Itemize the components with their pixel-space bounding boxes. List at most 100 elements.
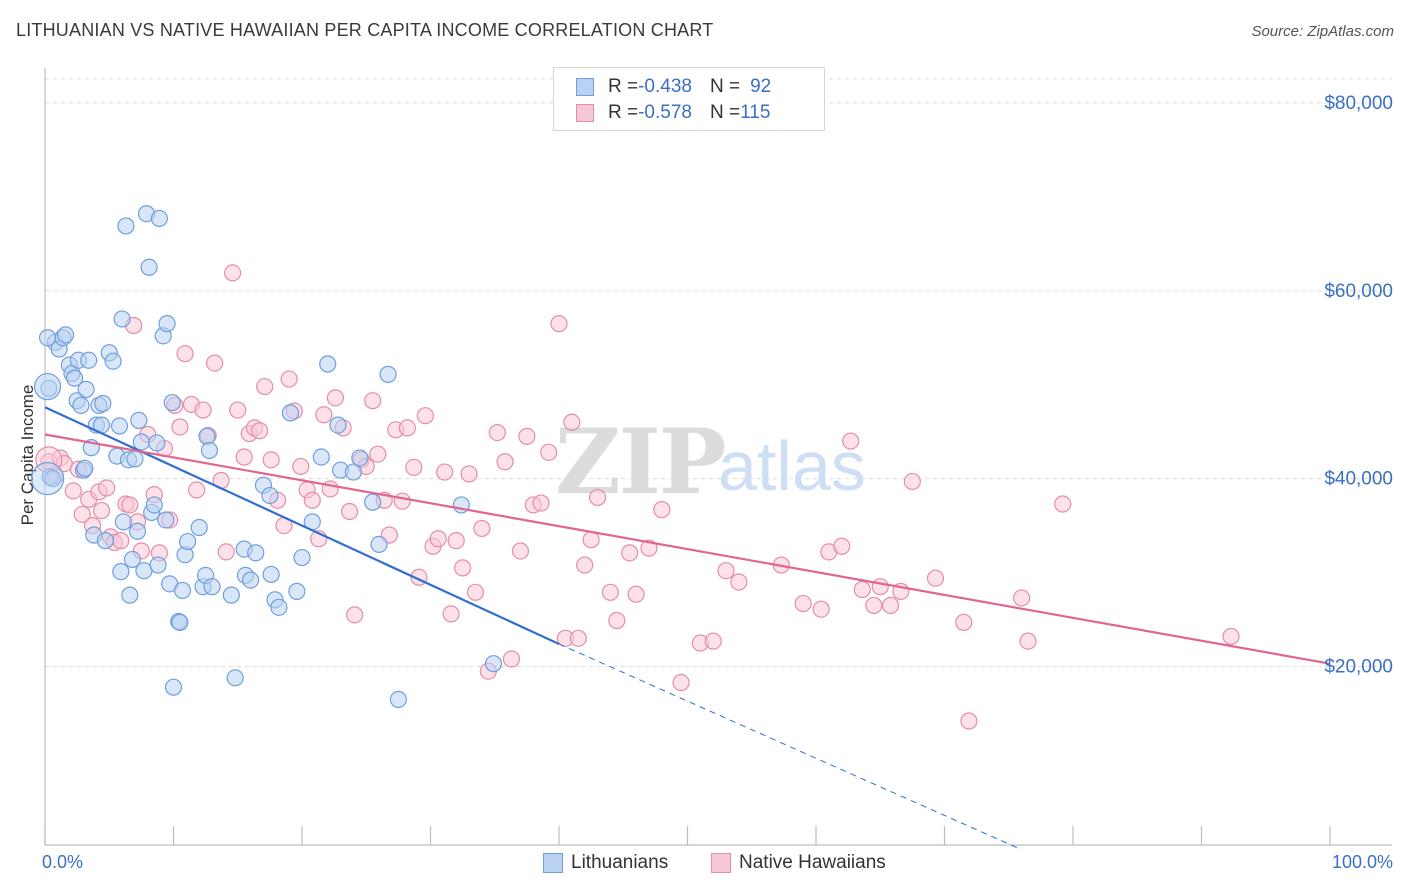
source-note: Source: ZipAtlas.com — [1251, 23, 1394, 40]
data-point-lithuanians — [319, 355, 337, 373]
data-point-native-hawaiians — [364, 392, 382, 410]
x-tick-label-max: 100.0% — [1331, 852, 1393, 872]
data-point-lithuanians — [76, 459, 94, 477]
data-point-lithuanians — [163, 393, 181, 412]
y-tick-labels: $80,000 $60,000 $40,000 $20,000 — [1324, 93, 1393, 678]
stats-legend: R = -0.438 N = 92 R = -0.578 N = 115 — [553, 67, 825, 131]
data-point-native-hawaiians — [1012, 589, 1031, 607]
trend-line-lithuanians-extrapolated — [558, 643, 1022, 851]
legend-n-label: N = — [709, 76, 741, 97]
data-point-native-hawaiians — [393, 492, 411, 510]
data-point-lithuanians — [132, 433, 150, 451]
data-point-native-hawaiians — [502, 650, 521, 668]
data-point-native-hawaiians — [262, 451, 280, 469]
data-point-native-hawaiians — [1054, 495, 1072, 513]
data-point-lithuanians — [270, 598, 288, 616]
legend-n-value: 92 — [750, 76, 772, 97]
data-point-lithuanians — [94, 394, 112, 413]
data-point-native-hawaiians — [903, 472, 921, 491]
data-point-lithuanians — [222, 586, 240, 604]
data-point-lithuanians — [158, 315, 176, 333]
data-point-native-hawaiians — [340, 502, 359, 521]
data-point-native-hawaiians — [488, 424, 506, 442]
data-point-native-hawaiians — [865, 596, 883, 615]
data-point-native-hawaiians — [608, 611, 626, 630]
data-point-lithuanians — [65, 369, 84, 387]
data-point-native-hawaiians — [442, 605, 460, 623]
data-point-native-hawaiians — [672, 673, 690, 692]
data-point-lithuanians — [72, 396, 90, 414]
watermark-zip: ZIP — [555, 409, 725, 515]
data-point-native-hawaiians — [98, 479, 116, 497]
data-point-native-hawaiians — [466, 583, 485, 601]
y-tick-label: $40,000 — [1324, 469, 1393, 490]
data-point-native-hawaiians — [960, 712, 978, 730]
legend-n-value: 115 — [740, 102, 771, 123]
data-point-native-hawaiians — [121, 496, 139, 514]
data-point-lithuanians — [104, 352, 122, 370]
data-point-lithuanians-large — [33, 372, 62, 401]
data-point-lithuanians — [293, 548, 311, 567]
data-point-native-hawaiians — [730, 573, 748, 591]
data-point-native-hawaiians — [621, 544, 639, 562]
data-point-lithuanians — [77, 380, 95, 398]
data-point-native-hawaiians — [518, 427, 536, 445]
data-point-native-hawaiians — [576, 556, 594, 574]
data-point-native-hawaiians — [176, 345, 194, 363]
data-point-native-hawaiians — [653, 501, 671, 519]
data-point-lithuanians — [173, 581, 192, 600]
data-point-lithuanians — [364, 493, 382, 511]
data-point-native-hawaiians — [460, 465, 478, 483]
legend-row-lithuanians: R = -0.438 N = 92 — [576, 75, 771, 99]
watermark: ZIP atlas — [555, 409, 866, 515]
data-point-lithuanians — [179, 532, 197, 551]
data-point-lithuanians — [389, 690, 407, 708]
data-point-native-hawaiians — [532, 494, 550, 512]
legend-swatch-native-hawaiians — [711, 853, 731, 873]
data-point-lithuanians — [44, 470, 62, 488]
data-point-lithuanians — [329, 416, 347, 434]
legend-swatch-lithuanians — [543, 853, 563, 873]
data-point-lithuanians — [56, 326, 75, 344]
data-point-native-hawaiians — [217, 543, 235, 561]
data-point-native-hawaiians — [206, 354, 224, 372]
data-point-native-hawaiians — [369, 445, 387, 463]
legend-r-label: R = — [608, 102, 639, 123]
data-point-native-hawaiians — [540, 443, 558, 461]
data-point-native-hawaiians — [1222, 627, 1240, 646]
data-point-native-hawaiians — [326, 389, 345, 407]
legend-label-native-hawaiians: Native Hawaiians — [739, 852, 886, 873]
data-point-native-hawaiians — [188, 481, 206, 499]
data-point-native-hawaiians — [833, 537, 851, 555]
data-point-native-hawaiians — [601, 583, 620, 601]
data-point-lithuanians — [242, 571, 260, 589]
data-point-lithuanians — [148, 434, 166, 452]
data-point-lithuanians — [351, 449, 369, 467]
data-point-native-hawaiians — [398, 419, 416, 437]
data-point-lithuanians — [114, 513, 132, 531]
legend-r-label: R = — [608, 76, 639, 97]
data-point-lithuanians — [145, 496, 163, 514]
data-point-lithuanians — [38, 329, 57, 347]
trend-lines — [44, 406, 1331, 851]
data-point-lithuanians — [190, 518, 208, 537]
watermark-atlas: atlas — [718, 427, 866, 505]
data-point-native-hawaiians — [112, 532, 130, 550]
data-point-native-hawaiians — [511, 542, 530, 560]
data-point-lithuanians — [126, 450, 144, 468]
data-point-lithuanians — [112, 563, 130, 581]
data-point-lithuanians — [130, 411, 148, 429]
chart-title: LITHUANIAN VS NATIVE HAWAIIAN PER CAPITA… — [16, 20, 714, 40]
data-point-native-hawaiians — [550, 315, 568, 333]
data-point-native-hawaiians — [853, 580, 871, 599]
data-point-lithuanians-large — [30, 462, 65, 496]
trend-line-lithuanians — [44, 406, 560, 645]
data-point-lithuanians — [370, 535, 388, 553]
data-point-native-hawaiians — [256, 377, 274, 396]
data-point-lithuanians — [123, 550, 141, 569]
data-point-lithuanians — [150, 209, 168, 228]
data-point-native-hawaiians — [416, 407, 434, 425]
data-point-lithuanians — [203, 578, 221, 596]
data-point-native-hawaiians — [436, 463, 454, 481]
